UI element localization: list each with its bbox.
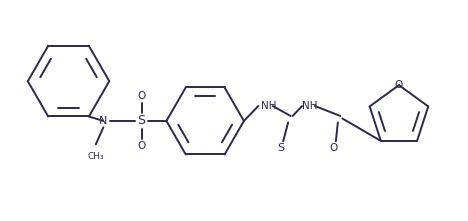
Text: O: O <box>395 80 403 90</box>
Text: CH₃: CH₃ <box>88 152 104 161</box>
Text: O: O <box>138 141 146 151</box>
Text: N: N <box>99 116 108 126</box>
Text: S: S <box>138 114 146 128</box>
Text: S: S <box>277 143 284 153</box>
Text: O: O <box>329 143 337 153</box>
Text: NH: NH <box>302 101 318 111</box>
Text: O: O <box>138 91 146 101</box>
Text: NH: NH <box>261 101 276 111</box>
